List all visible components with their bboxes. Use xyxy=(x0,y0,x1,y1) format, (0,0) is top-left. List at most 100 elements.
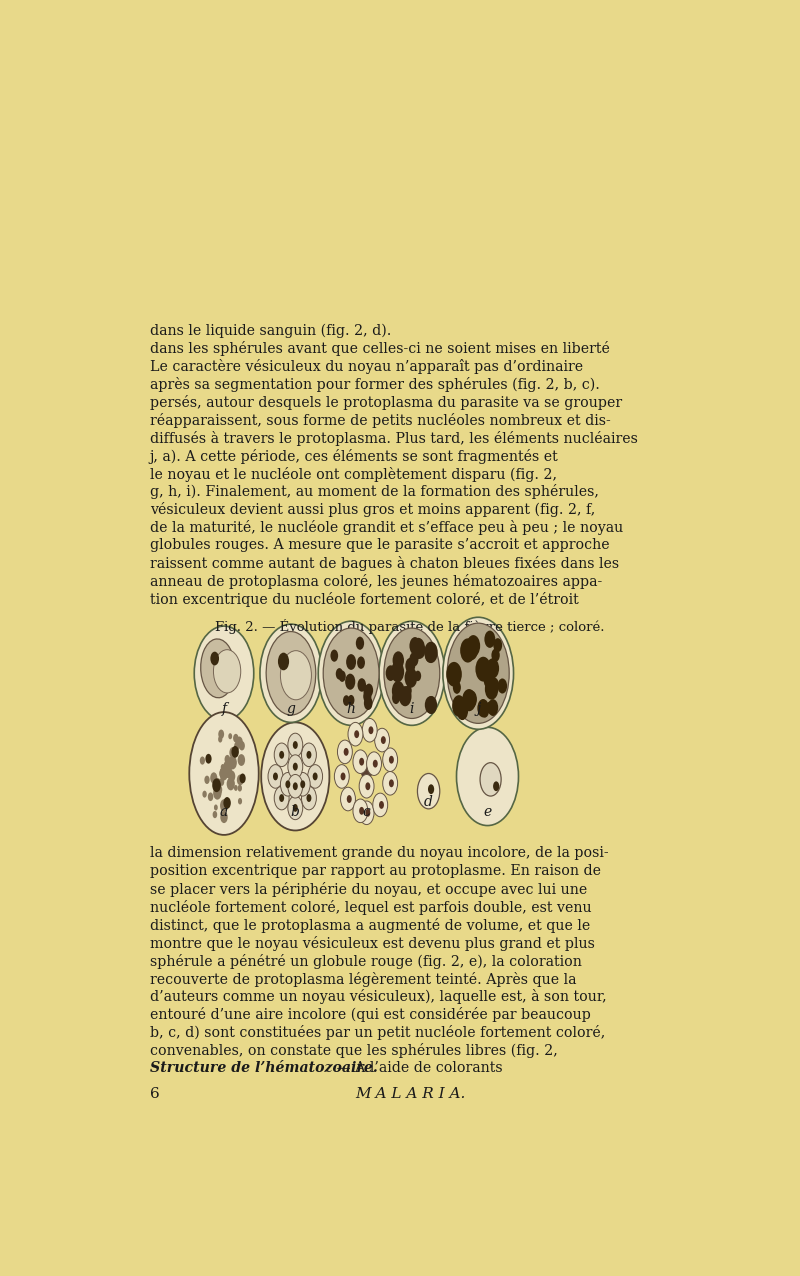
Text: de la maturité, le nucléole grandit et s’efface peu à peu ; le noyau: de la maturité, le nucléole grandit et s… xyxy=(150,521,623,535)
Circle shape xyxy=(239,773,246,783)
Circle shape xyxy=(426,695,437,715)
Circle shape xyxy=(260,624,322,722)
Circle shape xyxy=(268,764,283,789)
Circle shape xyxy=(369,726,374,734)
Circle shape xyxy=(302,743,316,767)
Circle shape xyxy=(359,801,374,824)
Circle shape xyxy=(460,638,475,662)
Circle shape xyxy=(344,748,349,755)
Circle shape xyxy=(318,621,384,725)
Circle shape xyxy=(286,781,290,789)
Ellipse shape xyxy=(190,712,258,835)
Circle shape xyxy=(228,755,237,769)
Circle shape xyxy=(274,786,289,810)
Text: globules rouges. A mesure que le parasite s’accroit et approche: globules rouges. A mesure que le parasit… xyxy=(150,538,610,553)
Circle shape xyxy=(238,798,242,804)
Circle shape xyxy=(466,635,480,657)
Circle shape xyxy=(336,669,343,680)
Text: Structure de l’hématozoaire.: Structure de l’hématozoaire. xyxy=(150,1060,378,1074)
Circle shape xyxy=(223,798,231,809)
Circle shape xyxy=(293,741,298,749)
Circle shape xyxy=(219,768,226,778)
Circle shape xyxy=(281,651,311,699)
Circle shape xyxy=(362,718,377,743)
Circle shape xyxy=(373,794,388,817)
Circle shape xyxy=(366,782,370,790)
Circle shape xyxy=(306,794,311,803)
Circle shape xyxy=(346,795,352,803)
Circle shape xyxy=(238,754,245,766)
Circle shape xyxy=(236,736,243,748)
Ellipse shape xyxy=(201,639,235,698)
Circle shape xyxy=(221,764,225,771)
Text: la dimension relativement grande du noyau incolore, de la posi-: la dimension relativement grande du noya… xyxy=(150,846,608,860)
Text: f: f xyxy=(222,702,226,716)
Circle shape xyxy=(452,695,466,717)
Circle shape xyxy=(341,787,355,810)
Circle shape xyxy=(218,730,224,739)
Circle shape xyxy=(216,785,222,795)
Circle shape xyxy=(363,690,371,703)
Circle shape xyxy=(412,638,425,660)
Text: b: b xyxy=(291,805,300,819)
Text: position excentrique par rapport au protoplasme. En raison de: position excentrique par rapport au prot… xyxy=(150,864,601,878)
Circle shape xyxy=(392,681,405,701)
Circle shape xyxy=(418,773,440,809)
Circle shape xyxy=(220,812,228,823)
Circle shape xyxy=(393,651,404,670)
Circle shape xyxy=(398,686,411,707)
Text: sphérule a pénétré un globule rouge (fig. 2, e), la coloration: sphérule a pénétré un globule rouge (fig… xyxy=(150,953,582,968)
Text: dans les sphérules avant que celles-ci ne soient mises en liberté: dans les sphérules avant que celles-ci n… xyxy=(150,342,610,356)
Ellipse shape xyxy=(323,628,379,718)
Circle shape xyxy=(293,782,298,790)
Circle shape xyxy=(293,804,298,812)
Ellipse shape xyxy=(266,632,316,715)
Text: recouverte de protoplasma légèrement teinté. Après que la: recouverte de protoplasma légèrement tei… xyxy=(150,971,576,986)
Circle shape xyxy=(494,638,502,652)
Circle shape xyxy=(338,740,352,763)
Circle shape xyxy=(330,649,338,662)
Circle shape xyxy=(359,758,364,766)
Text: vésiculeux devient aussi plus gros et moins apparent (fig. 2, f,: vésiculeux devient aussi plus gros et mo… xyxy=(150,503,595,517)
Circle shape xyxy=(354,730,359,738)
Circle shape xyxy=(364,697,373,709)
Circle shape xyxy=(343,695,350,706)
Circle shape xyxy=(365,684,373,697)
Circle shape xyxy=(234,785,238,791)
Circle shape xyxy=(425,648,434,662)
Circle shape xyxy=(462,689,476,711)
Circle shape xyxy=(261,722,330,831)
Circle shape xyxy=(488,699,498,716)
Circle shape xyxy=(406,658,415,674)
Text: e: e xyxy=(483,805,492,819)
Circle shape xyxy=(288,775,302,798)
Circle shape xyxy=(353,799,368,823)
Circle shape xyxy=(374,729,390,752)
Circle shape xyxy=(233,734,238,743)
Circle shape xyxy=(200,757,205,764)
Circle shape xyxy=(228,771,235,782)
Circle shape xyxy=(446,662,462,686)
Circle shape xyxy=(425,697,436,713)
Circle shape xyxy=(359,806,364,815)
Circle shape xyxy=(366,752,382,776)
Text: b, c, d) sont constituées par un petit nucléole fortement coloré,: b, c, d) sont constituées par un petit n… xyxy=(150,1025,605,1040)
Circle shape xyxy=(498,679,507,694)
Circle shape xyxy=(382,772,398,795)
Circle shape xyxy=(225,755,230,764)
Circle shape xyxy=(288,796,302,819)
Circle shape xyxy=(379,801,384,809)
Circle shape xyxy=(389,755,394,763)
Circle shape xyxy=(348,695,354,706)
Circle shape xyxy=(300,781,306,789)
Circle shape xyxy=(486,658,499,679)
Text: c: c xyxy=(362,805,370,819)
Circle shape xyxy=(334,764,350,789)
Circle shape xyxy=(214,778,221,789)
Circle shape xyxy=(239,741,245,750)
Text: M A L A R I A.: M A L A R I A. xyxy=(355,1087,465,1100)
Circle shape xyxy=(213,812,217,818)
Circle shape xyxy=(213,786,222,800)
Circle shape xyxy=(341,772,346,781)
Text: a: a xyxy=(220,805,228,819)
